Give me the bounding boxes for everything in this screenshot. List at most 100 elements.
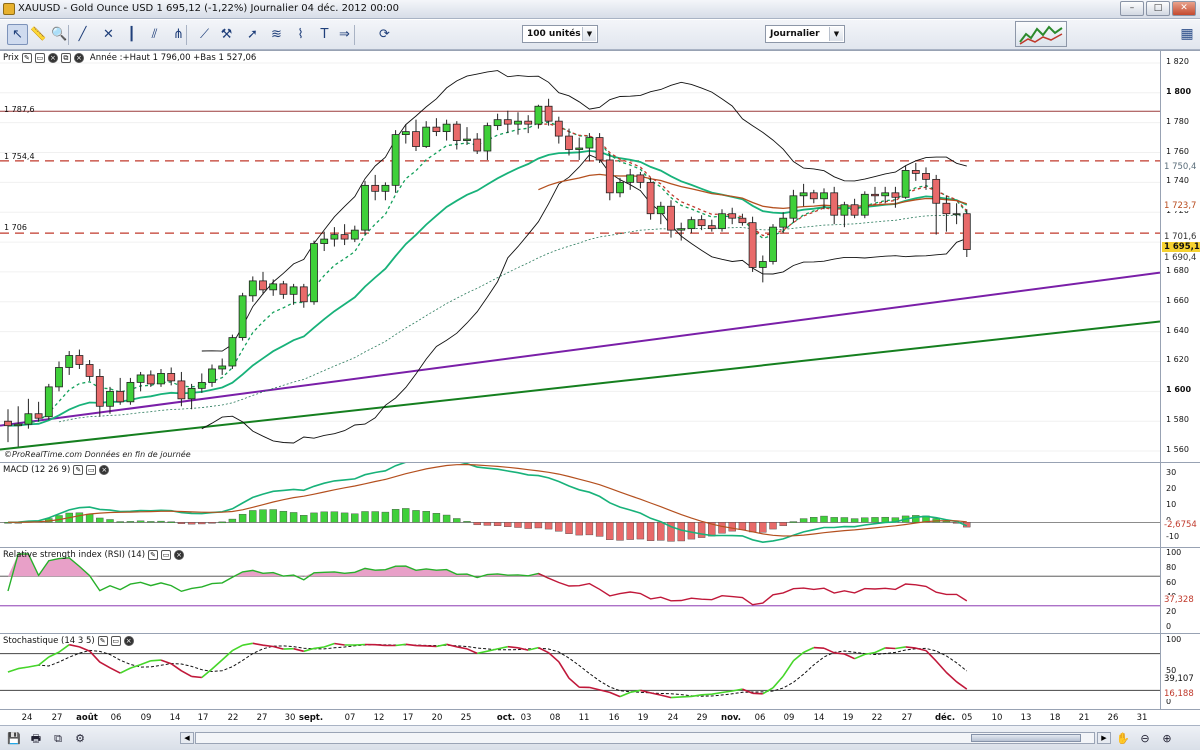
candle-body <box>463 138 471 141</box>
macd-histogram-bar <box>208 522 216 524</box>
candle-body <box>106 390 114 407</box>
macd-histogram-bar <box>483 522 492 526</box>
close-icon[interactable]: × <box>47 53 58 63</box>
candle-body <box>167 373 176 382</box>
grid-menu-icon[interactable]: ▦ <box>1180 26 1194 42</box>
window-title: XAUUSD - Gold Ounce USD 1 695,12 (-1,22%… <box>18 3 400 14</box>
candle-body <box>707 225 716 230</box>
settings-icon[interactable]: ⚙ <box>75 732 85 745</box>
macd-histogram-bar <box>330 511 339 523</box>
stochastic-axis[interactable]: 100 50 0 39,107 16,188 <box>1160 633 1200 709</box>
window-icon[interactable]: ▭ <box>110 636 121 646</box>
pan-icon[interactable]: ✋ <box>1116 732 1130 745</box>
candle-body <box>911 170 920 174</box>
candle-body <box>891 192 900 198</box>
candle-body <box>514 120 522 125</box>
wrench-icon[interactable]: ✎ <box>97 636 108 646</box>
window-controls: – □ ✕ <box>1120 1 1196 16</box>
date-axis-label: 14 <box>169 713 181 723</box>
scrollbar-thumb[interactable] <box>971 734 1081 742</box>
macd-histogram-bar <box>738 522 747 530</box>
rsi-axis-tick: 20 <box>1166 607 1177 617</box>
zoom-in-icon[interactable]: ⊕ <box>1162 732 1172 745</box>
disk-icon[interactable]: 💾 <box>7 732 21 745</box>
copy-icon[interactable]: ⧉ <box>60 53 71 63</box>
macd-histogram-bar <box>453 518 461 523</box>
price-current-label: 1 750,4 <box>1162 162 1199 172</box>
zoom-out-icon[interactable]: ⊖ <box>1140 732 1150 745</box>
candle-body <box>962 213 971 250</box>
macd-histogram-bar <box>769 522 777 530</box>
scroll-right-button[interactable]: ▶ <box>1097 732 1111 744</box>
candle-body <box>840 204 849 216</box>
hammer-icon[interactable]: ⚒ <box>220 27 233 42</box>
close-icon[interactable]: × <box>174 550 185 560</box>
price-axis-tick: 1 740 <box>1166 176 1189 186</box>
candle-body <box>340 234 349 240</box>
macd-histogram-bar <box>157 520 165 523</box>
redraw-icon[interactable]: ⟳ <box>379 27 390 42</box>
price-axis-tick: 1 680 <box>1166 265 1189 275</box>
candle-body <box>656 205 665 215</box>
macd-histogram-bar <box>402 508 410 523</box>
price-current-label: 1 701,6 <box>1162 232 1199 242</box>
arrow-tool-icon[interactable]: ➚ <box>247 27 258 42</box>
ruler-icon[interactable]: 📏 <box>30 27 47 42</box>
copy-icon[interactable]: ⧉ <box>54 732 62 745</box>
candle-body <box>330 234 339 240</box>
close-icon[interactable]: × <box>99 465 110 475</box>
scroll-left-button[interactable]: ◀ <box>180 732 194 744</box>
vertical-line-icon[interactable]: ┃ <box>127 27 136 42</box>
close-icon[interactable]: × <box>73 53 84 63</box>
print-icon[interactable]: 🖶 <box>30 732 42 745</box>
minimize-button[interactable]: – <box>1120 1 1144 16</box>
date-axis-label: 18 <box>1049 713 1061 723</box>
close-button[interactable]: ✕ <box>1172 1 1196 16</box>
stochastic-panel: Stochastique (14 3 5) ✎ ▭ × <box>0 633 1160 709</box>
wrench-icon[interactable]: ✎ <box>148 550 159 560</box>
close-icon[interactable]: × <box>123 636 134 646</box>
units-select[interactable]: 100 unités ▼ <box>522 25 598 43</box>
window-icon[interactable]: ▭ <box>161 550 172 560</box>
move-icon[interactable]: ⇒ <box>339 27 350 42</box>
candle-body <box>799 192 808 197</box>
horizontal-scrollbar[interactable] <box>195 732 1095 744</box>
wrench-icon[interactable]: ✎ <box>21 53 32 63</box>
fibonacci-icon[interactable]: ≋ <box>271 27 282 42</box>
period-select[interactable]: Journalier ▼ <box>765 25 845 43</box>
fan-icon[interactable]: ⟋ <box>199 27 210 42</box>
candle-body <box>728 213 737 219</box>
macd-histogram-bar <box>340 512 349 523</box>
pointer-icon[interactable]: ↖ <box>7 24 28 45</box>
wrench-icon[interactable]: ✎ <box>73 465 84 475</box>
price-axis-tick: 1 580 <box>1166 415 1189 425</box>
macd-histogram-bar <box>626 522 634 540</box>
prorealtime-logo[interactable] <box>1015 21 1067 47</box>
line-tool-icon[interactable]: ╱ <box>78 27 87 42</box>
maximize-button[interactable]: □ <box>1146 1 1170 16</box>
pattern-icon[interactable]: ⌇ <box>297 27 304 42</box>
macd-histogram-bar <box>177 522 186 524</box>
macd-histogram-bar <box>381 511 390 523</box>
window-icon[interactable]: ▭ <box>34 53 45 63</box>
fork-icon[interactable]: ⋔ <box>173 27 184 42</box>
macd-axis[interactable]: 3020100-10 -2,6754 <box>1160 462 1200 547</box>
date-axis-label: nov. <box>721 713 741 723</box>
date-axis-label: 27 <box>901 713 913 723</box>
macd-histogram-bar <box>504 522 512 527</box>
date-axis[interactable]: 24 27 août 06 09 14 17 22 27 30 sept. 07 12 17 20 25 oct… <box>0 709 1200 725</box>
channel-icon[interactable]: ⫽ <box>151 27 158 42</box>
macd-panel: MACD (12 26 9) ✎ ▭ × <box>0 462 1160 547</box>
rsi-axis[interactable]: 100806040200 37,328 <box>1160 547 1200 633</box>
window-icon[interactable]: ▭ <box>86 465 97 475</box>
cross-line-icon[interactable]: ✕ <box>103 27 114 42</box>
candle-body <box>432 126 441 133</box>
candle-body <box>871 193 879 197</box>
candle-body <box>809 192 818 200</box>
candle-body <box>4 420 12 427</box>
candle-body <box>116 390 125 403</box>
macd-histogram-bar <box>116 521 124 523</box>
zoom-icon[interactable]: 🔍 <box>51 27 68 42</box>
text-tool-icon[interactable]: T <box>320 27 329 42</box>
